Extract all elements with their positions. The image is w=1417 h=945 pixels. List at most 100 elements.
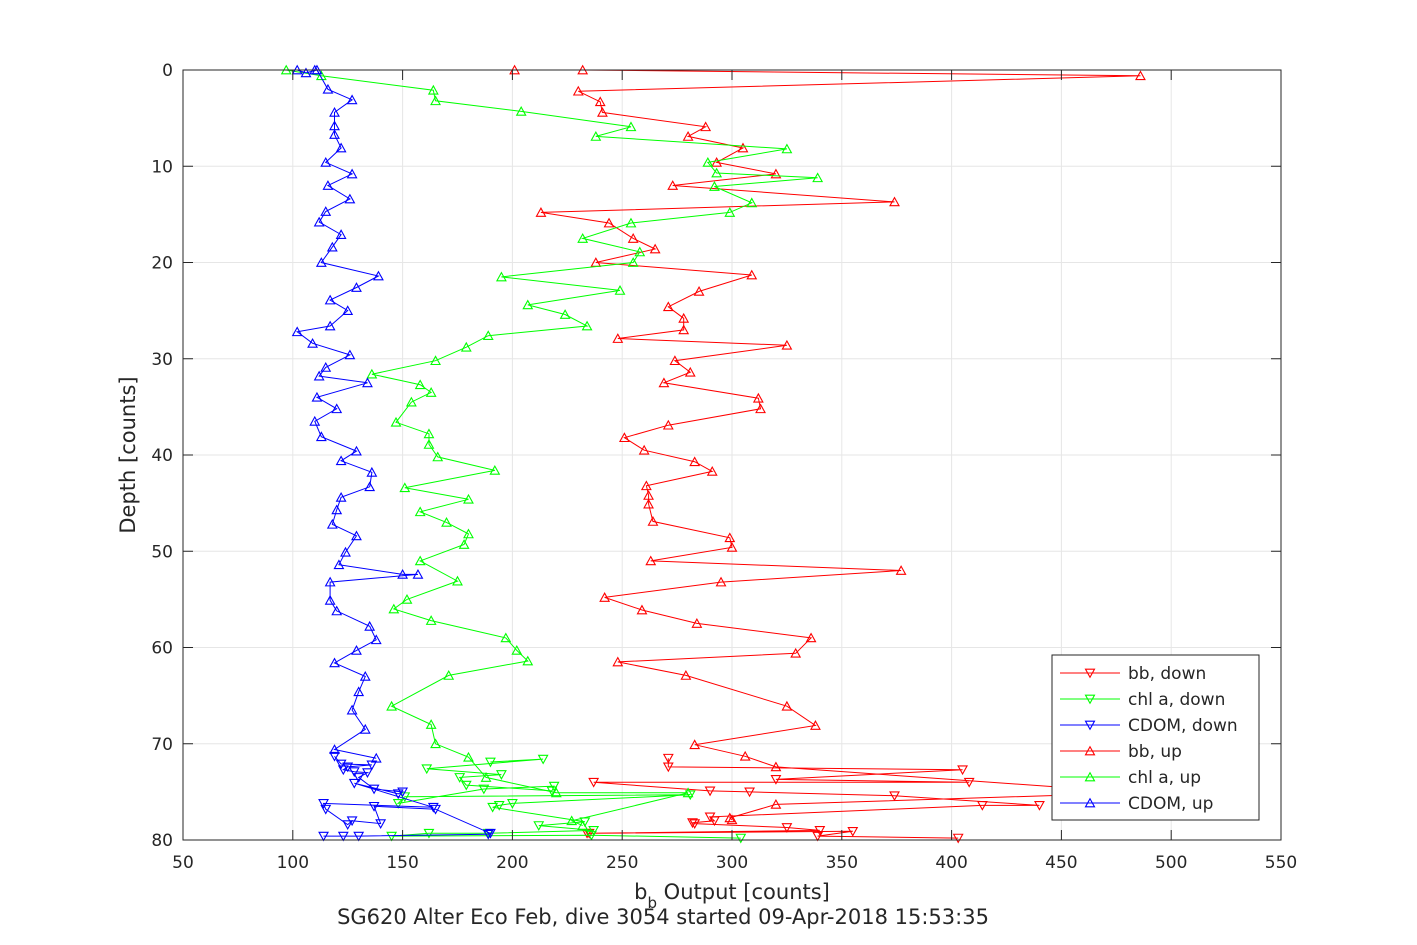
data-point [430, 804, 441, 815]
data-point [322, 180, 334, 190]
data-point [443, 670, 455, 680]
data-point [423, 828, 435, 839]
data-point [329, 751, 340, 762]
data-point [427, 84, 439, 95]
x-axis-label: bb Output [counts] [634, 880, 830, 912]
data-point [515, 105, 527, 116]
data-point [658, 377, 670, 388]
data-point [315, 431, 327, 442]
data-point [375, 819, 387, 830]
data-point [487, 802, 499, 813]
data-point [700, 121, 712, 132]
data-point [485, 757, 496, 768]
data-point [599, 592, 611, 602]
data-point [735, 833, 747, 844]
data-point [399, 482, 411, 493]
data-point [706, 465, 718, 476]
data-point [342, 762, 354, 773]
series-layer [280, 64, 1146, 844]
data-point [300, 67, 312, 78]
data-point [522, 655, 534, 666]
series-line [295, 69, 419, 759]
data-point [291, 326, 303, 337]
legend-entry-label: chl a, up [1128, 768, 1201, 788]
data-point [335, 491, 347, 502]
legend-entry-label: CDOM, up [1128, 794, 1213, 814]
data-point [500, 632, 512, 643]
x-axis-label-main: b [634, 880, 647, 904]
data-point [689, 456, 701, 467]
data-point [425, 615, 437, 625]
data-point [752, 392, 764, 403]
data-point [662, 753, 674, 764]
data-point [895, 565, 907, 575]
data-point [1034, 800, 1045, 811]
data-point [320, 362, 332, 372]
data-point [678, 324, 690, 335]
data-point [689, 819, 701, 830]
data-point [430, 355, 441, 366]
data-point [348, 778, 360, 789]
legend-marker [1084, 720, 1096, 731]
data-point [682, 131, 694, 141]
data-point [770, 168, 782, 179]
data-point [889, 196, 900, 207]
data-point [645, 555, 657, 566]
data-point [405, 396, 417, 407]
legend-marker [1084, 797, 1096, 808]
data-point [770, 798, 782, 809]
data-point [454, 773, 466, 783]
y-tick-label: 0 [162, 61, 173, 81]
data-point [638, 444, 650, 455]
data-point [689, 739, 701, 750]
data-point [625, 121, 637, 132]
x-tick-label: 100 [277, 853, 309, 873]
x-tick-label: 500 [1155, 853, 1187, 873]
data-point [392, 799, 404, 809]
data-point [322, 83, 334, 94]
data-point [366, 368, 378, 379]
series-3 [509, 64, 1146, 825]
legend-marker [1084, 694, 1096, 705]
data-point [414, 555, 426, 566]
x-axis-label-subscript: b [647, 894, 657, 912]
data-point [708, 816, 720, 827]
x-tick-label: 350 [826, 853, 858, 873]
data-point [889, 791, 900, 802]
y-tick-label: 10 [151, 157, 173, 177]
data-point [627, 257, 639, 267]
data-point [643, 498, 654, 509]
x-tick-label: 50 [172, 853, 194, 873]
data-point [590, 131, 602, 141]
data-point [485, 828, 496, 839]
data-point [320, 206, 332, 216]
data-point [577, 233, 589, 243]
data-point [344, 193, 356, 204]
data-point [412, 568, 424, 579]
data-point [535, 207, 547, 217]
data-point [441, 516, 452, 527]
data-point [320, 804, 332, 815]
legend-entry-label: CDOM, down [1128, 716, 1238, 736]
data-point [463, 751, 474, 762]
data-point [522, 299, 534, 310]
data-point [342, 305, 354, 316]
data-point [770, 761, 782, 772]
data-point [329, 657, 340, 668]
data-point [625, 217, 637, 228]
data-point [425, 387, 437, 397]
data-point [684, 790, 696, 801]
series-line [286, 69, 818, 827]
data-point [452, 575, 463, 586]
data-point [814, 825, 826, 836]
y-tick-label: 40 [151, 446, 173, 466]
data-point [781, 700, 793, 711]
data-point [335, 142, 347, 153]
data-point [618, 432, 630, 443]
data-point [662, 301, 674, 312]
data-point [537, 754, 549, 765]
data-point [702, 156, 714, 167]
data-point [495, 271, 507, 282]
legend-box [1051, 654, 1260, 821]
